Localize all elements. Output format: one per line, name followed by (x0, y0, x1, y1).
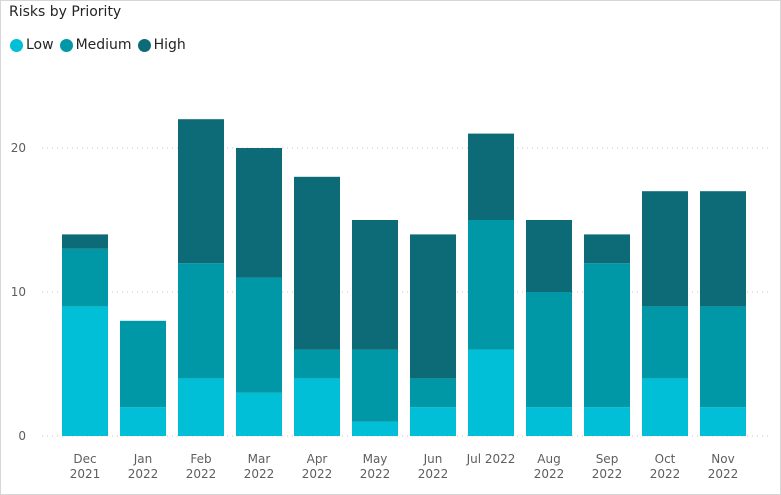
y-tick-label: 10 (11, 285, 26, 299)
bar-medium[interactable] (294, 349, 340, 379)
bar-low[interactable] (526, 407, 572, 436)
x-tick-label: 2022 (592, 467, 623, 481)
x-tick-label: 2021 (70, 467, 101, 481)
bar-low[interactable] (236, 392, 282, 436)
bar-medium[interactable] (468, 220, 514, 350)
bar-high[interactable] (236, 148, 282, 278)
bar-high[interactable] (410, 234, 456, 379)
chart-legend: Low Medium High (10, 37, 192, 53)
bar-medium[interactable] (700, 306, 746, 408)
legend-item-high[interactable]: High (137, 37, 186, 53)
bar-medium[interactable] (352, 349, 398, 422)
bar-high[interactable] (352, 220, 398, 350)
x-tick-label: Apr (307, 452, 328, 466)
x-tick-label: 2022 (128, 467, 159, 481)
bar-medium[interactable] (526, 292, 572, 408)
bar-high[interactable] (526, 220, 572, 292)
bar-high[interactable] (294, 176, 340, 350)
x-tick-label: 2022 (186, 467, 217, 481)
x-tick-label: 2022 (708, 467, 739, 481)
x-tick-label: 2022 (650, 467, 681, 481)
x-tick-label: Mar (248, 452, 271, 466)
legend-label: Medium (75, 37, 132, 53)
legend-swatch (10, 38, 23, 52)
bar-low[interactable] (468, 349, 514, 436)
legend-label: Low (26, 37, 54, 53)
bar-low[interactable] (62, 306, 108, 436)
x-tick-label: Sep (596, 452, 619, 466)
x-tick-label: 2022 (534, 467, 565, 481)
x-tick-label: Jan (133, 452, 153, 466)
x-tick-label: Feb (190, 452, 211, 466)
y-tick-label: 20 (11, 141, 26, 155)
bar-low[interactable] (294, 378, 340, 436)
bar-medium[interactable] (62, 248, 108, 307)
bar-low[interactable] (120, 407, 166, 436)
x-tick-label: May (363, 452, 388, 466)
bar-medium[interactable] (642, 306, 688, 379)
bar-low[interactable] (700, 407, 746, 436)
bar-low[interactable] (178, 378, 224, 436)
x-tick-label: 2022 (244, 467, 275, 481)
bar-low[interactable] (410, 407, 456, 436)
x-tick-label: Aug (537, 452, 560, 466)
chart-title: Risks by Priority (9, 4, 122, 20)
bar-high[interactable] (700, 191, 746, 307)
x-tick-label: Jul 2022 (466, 452, 516, 466)
bar-low[interactable] (584, 407, 630, 436)
bar-high[interactable] (178, 119, 224, 264)
x-tick-label: Dec (73, 452, 96, 466)
bar-high[interactable] (62, 234, 108, 249)
legend-item-low[interactable]: Low (10, 37, 54, 53)
bar-low[interactable] (352, 421, 398, 436)
legend-swatch (59, 38, 73, 52)
bar-medium[interactable] (236, 277, 282, 393)
x-tick-label: Nov (711, 452, 734, 466)
x-tick-label: 2022 (302, 467, 333, 481)
x-tick-label: 2022 (418, 467, 449, 481)
legend-label: High (153, 37, 186, 53)
bar-medium[interactable] (120, 320, 166, 408)
x-tick-label: Oct (655, 452, 676, 466)
y-tick-label: 0 (18, 429, 26, 443)
bar-high[interactable] (468, 133, 514, 220)
bar-high[interactable] (642, 191, 688, 307)
bar-low[interactable] (642, 378, 688, 436)
x-tick-label: Jun (423, 452, 443, 466)
x-tick-label: 2022 (360, 467, 391, 481)
bar-medium[interactable] (410, 378, 456, 408)
bar-medium[interactable] (178, 263, 224, 379)
bar-high[interactable] (584, 234, 630, 264)
bar-medium[interactable] (584, 263, 630, 408)
legend-swatch (137, 38, 151, 52)
legend-item-medium[interactable]: Medium (59, 37, 132, 53)
